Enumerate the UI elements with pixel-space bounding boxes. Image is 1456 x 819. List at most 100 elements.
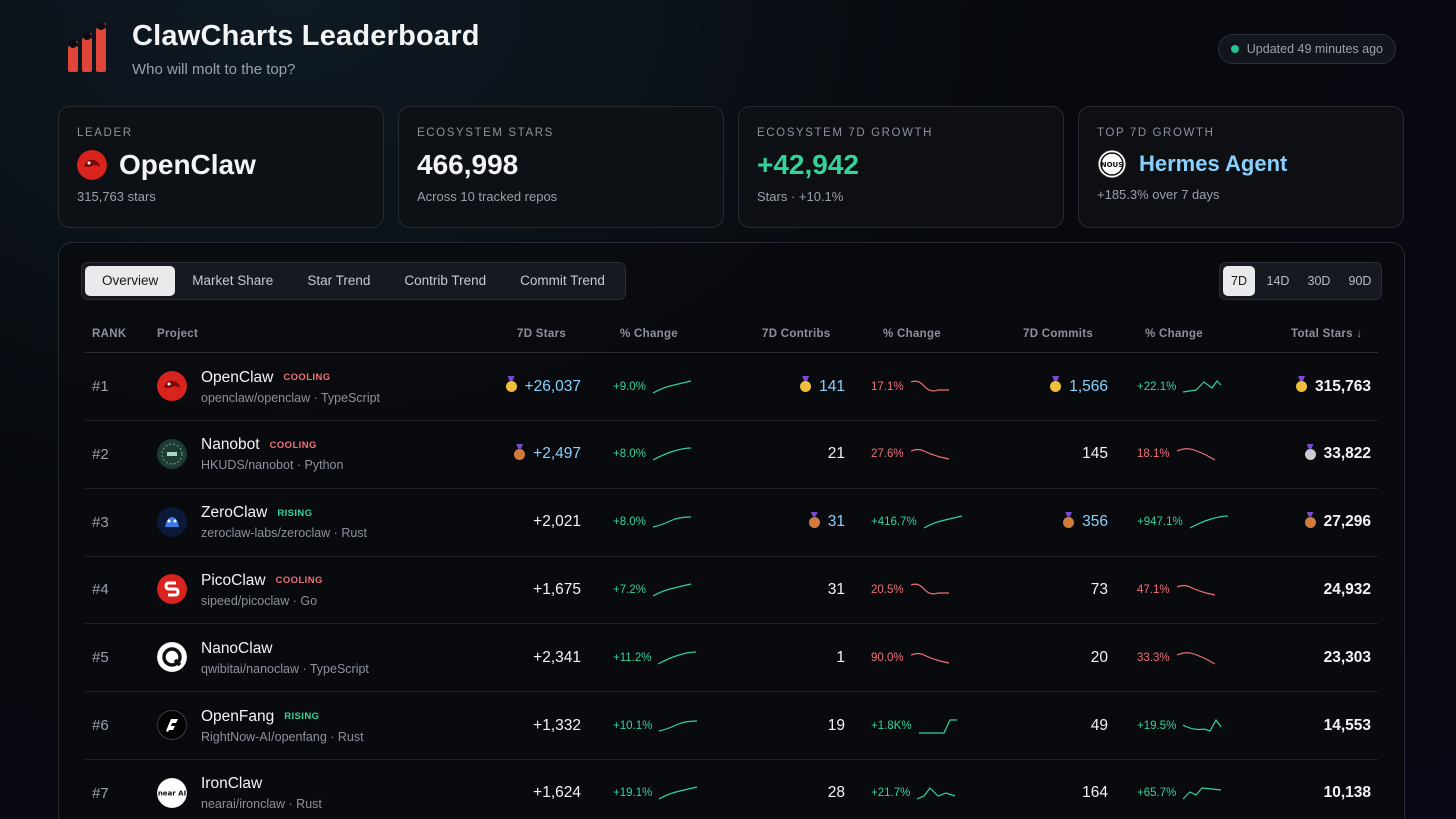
commits-7d-cell: 1,566	[1005, 353, 1108, 420]
sparkline-icon	[1183, 718, 1222, 732]
contribs-7d-cell: 28	[827, 784, 845, 802]
col-rank[interactable]: RANK	[92, 328, 127, 340]
col-7d-contribs[interactable]: 7D Contribs	[762, 328, 831, 340]
commits-change-cell: +947.1%	[1137, 489, 1229, 556]
range-30d[interactable]: 30D	[1307, 274, 1331, 288]
contribs-change-cell: 17.1%	[871, 353, 950, 420]
project-cell[interactable]: Nanobot COOLING HKUDS/nanobot · Python	[201, 421, 343, 488]
range-7d[interactable]: 7D	[1223, 266, 1255, 296]
table-row[interactable]: #5 NanoClaw qwibitai/nanoclaw · TypeScript…	[85, 624, 1378, 693]
rank-cell: #3	[92, 513, 109, 531]
table-row[interactable]: #3 ZeroClaw RISING zeroclaw-labs/zeroclaw ·…	[85, 489, 1378, 557]
project-cell[interactable]: PicoClaw COOLING sipeed/picoclaw · Go	[201, 556, 323, 623]
project-name[interactable]: PicoClaw	[201, 571, 266, 589]
tab-market-share[interactable]: Market Share	[192, 273, 274, 288]
picoclaw-logo-icon	[157, 574, 187, 605]
commits-7d-cell: 356	[1005, 489, 1108, 556]
ecosystem-stars-card[interactable]: ECOSYSTEM STARS 466,998 Across 10 tracke…	[398, 106, 724, 228]
tab-contrib-trend[interactable]: Contrib Trend	[404, 273, 487, 288]
project-cell[interactable]: IronClaw nearai/ironclaw · Rust	[201, 760, 322, 819]
project-repo: RightNow-AI/openfang · Rust	[201, 729, 364, 744]
project-name[interactable]: NanoClaw	[201, 639, 273, 657]
stars-7d-cell: +1,332	[533, 716, 581, 734]
project-repo: qwibitai/nanoclaw · TypeScript	[201, 661, 369, 676]
project-name[interactable]: OpenFang	[201, 707, 275, 725]
tab-star-trend[interactable]: Star Trend	[307, 273, 371, 288]
project-name[interactable]: Nanobot	[201, 436, 260, 454]
col-7d-commits[interactable]: 7D Commits	[1023, 328, 1094, 340]
top-growth-card[interactable]: TOP 7D GROWTH NOUS Hermes Agent +185.3% …	[1078, 106, 1404, 228]
leader-card[interactable]: LEADER OpenClaw 315,763 stars	[58, 106, 384, 228]
project-name[interactable]: ZeroClaw	[201, 504, 268, 522]
sparkline-icon	[1176, 584, 1215, 596]
tab-commit-trend[interactable]: Commit Trend	[520, 273, 605, 288]
commits-change-cell: 47.1%	[1137, 556, 1216, 623]
zeroclaw-logo-icon	[157, 506, 187, 537]
project-cell[interactable]: ZeroClaw RISING zeroclaw-labs/zeroclaw · R…	[201, 489, 367, 556]
card-label: LEADER	[77, 127, 133, 139]
rank-cell: #1	[92, 378, 109, 395]
range-90d[interactable]: 90D	[1348, 274, 1372, 288]
project-cell[interactable]: OpenFang RISING RightNow-AI/openfang · Rus…	[201, 692, 364, 759]
sparkline-icon	[910, 583, 949, 595]
project-repo: openclaw/openclaw · TypeScript	[201, 390, 381, 405]
silver-medal-icon	[1304, 448, 1316, 460]
sparkline-icon	[659, 786, 698, 800]
updated-text: Updated 49 minutes ago	[1246, 42, 1383, 56]
total-stars-cell: 33,822	[1265, 421, 1371, 488]
col-stars-change[interactable]: % Change	[620, 328, 678, 340]
nanoclaw-logo-icon	[157, 642, 187, 673]
sparkline-icon	[1176, 448, 1215, 461]
gold-medal-icon	[505, 381, 517, 392]
stars-change-cell: +10.1%	[613, 692, 698, 759]
stat-cards: LEADER OpenClaw 315,763 stars ECOSYSTEM …	[58, 106, 1404, 228]
card-value: OpenClaw	[77, 149, 365, 181]
col-project[interactable]: Project	[157, 328, 199, 340]
table-header: RANK Project 7D Stars % Change 7D Contri…	[85, 319, 1378, 353]
status-badge: RISING	[284, 711, 320, 722]
rank-cell: #5	[92, 649, 109, 667]
gold-medal-icon	[1050, 381, 1062, 392]
table-row[interactable]: #2 Nanobot COOLING HKUDS/nanobot · Python +2…	[85, 421, 1378, 489]
table-row[interactable]: #1 OpenClaw COOLING openclaw/openclaw · Typ…	[85, 353, 1378, 421]
card-sub: 315,763 stars	[77, 189, 156, 204]
stars-7d-cell: +2,341	[533, 648, 581, 666]
leaderboard-panel: Overview Market Share Star Trend Contrib…	[58, 242, 1405, 819]
ecosystem-growth-card[interactable]: ECOSYSTEM 7D GROWTH +42,942 Stars · +10.…	[738, 106, 1064, 228]
rank-cell: #7	[92, 784, 109, 802]
sparkline-icon	[652, 583, 692, 597]
col-total-stars[interactable]: Total Stars ↓	[1291, 328, 1363, 340]
project-name[interactable]: IronClaw	[201, 775, 263, 793]
sparkline-icon	[1182, 787, 1222, 800]
card-value: 466,998	[417, 149, 519, 180]
project-cell[interactable]: OpenClaw COOLING openclaw/openclaw · TypeS…	[201, 353, 380, 420]
commits-change-cell: +19.5%	[1137, 692, 1222, 759]
tab-overview[interactable]: Overview	[85, 266, 176, 296]
gold-medal-icon	[1295, 381, 1307, 392]
col-contribs-change[interactable]: % Change	[883, 328, 941, 340]
col-commits-change[interactable]: % Change	[1145, 328, 1203, 340]
table-row[interactable]: #6 OpenFang RISING RightNow-AI/openfang · R…	[85, 692, 1378, 760]
app-header: ClawCharts Leaderboard Who will molt to …	[66, 18, 480, 78]
card-sub: Stars · +10.1%	[757, 189, 844, 204]
contribs-change-cell: 90.0%	[871, 624, 950, 691]
project-name[interactable]: OpenClaw	[201, 368, 274, 386]
live-dot-icon	[1230, 45, 1239, 53]
range-selector: 7D 14D 30D 90D	[1219, 262, 1382, 300]
bronze-medal-icon	[808, 516, 820, 528]
commits-change-cell: 33.3%	[1137, 624, 1216, 691]
sparkline-icon	[910, 380, 949, 391]
project-repo: sipeed/picoclaw · Go	[201, 593, 318, 608]
range-14d[interactable]: 14D	[1266, 274, 1290, 288]
table-row[interactable]: #7 near AI IronClaw nearai/ironclaw · Rust +…	[85, 760, 1378, 819]
col-7d-stars[interactable]: 7D Stars	[517, 328, 567, 340]
view-tabs: Overview Market Share Star Trend Contrib…	[81, 262, 626, 300]
page-subtitle: Who will molt to the top?	[132, 61, 296, 78]
table-row[interactable]: #4 PicoClaw COOLING sipeed/picoclaw · Go +1,…	[85, 556, 1378, 625]
project-cell[interactable]: NanoClaw qwibitai/nanoclaw · TypeScript	[201, 624, 369, 691]
updated-status-badge: Updated 49 minutes ago	[1217, 34, 1396, 64]
total-stars-cell: 315,763	[1265, 353, 1371, 420]
contribs-7d-cell: 31	[827, 580, 845, 598]
stars-7d-cell: +2,497	[465, 421, 581, 488]
contribs-7d-cell: 19	[827, 716, 845, 734]
